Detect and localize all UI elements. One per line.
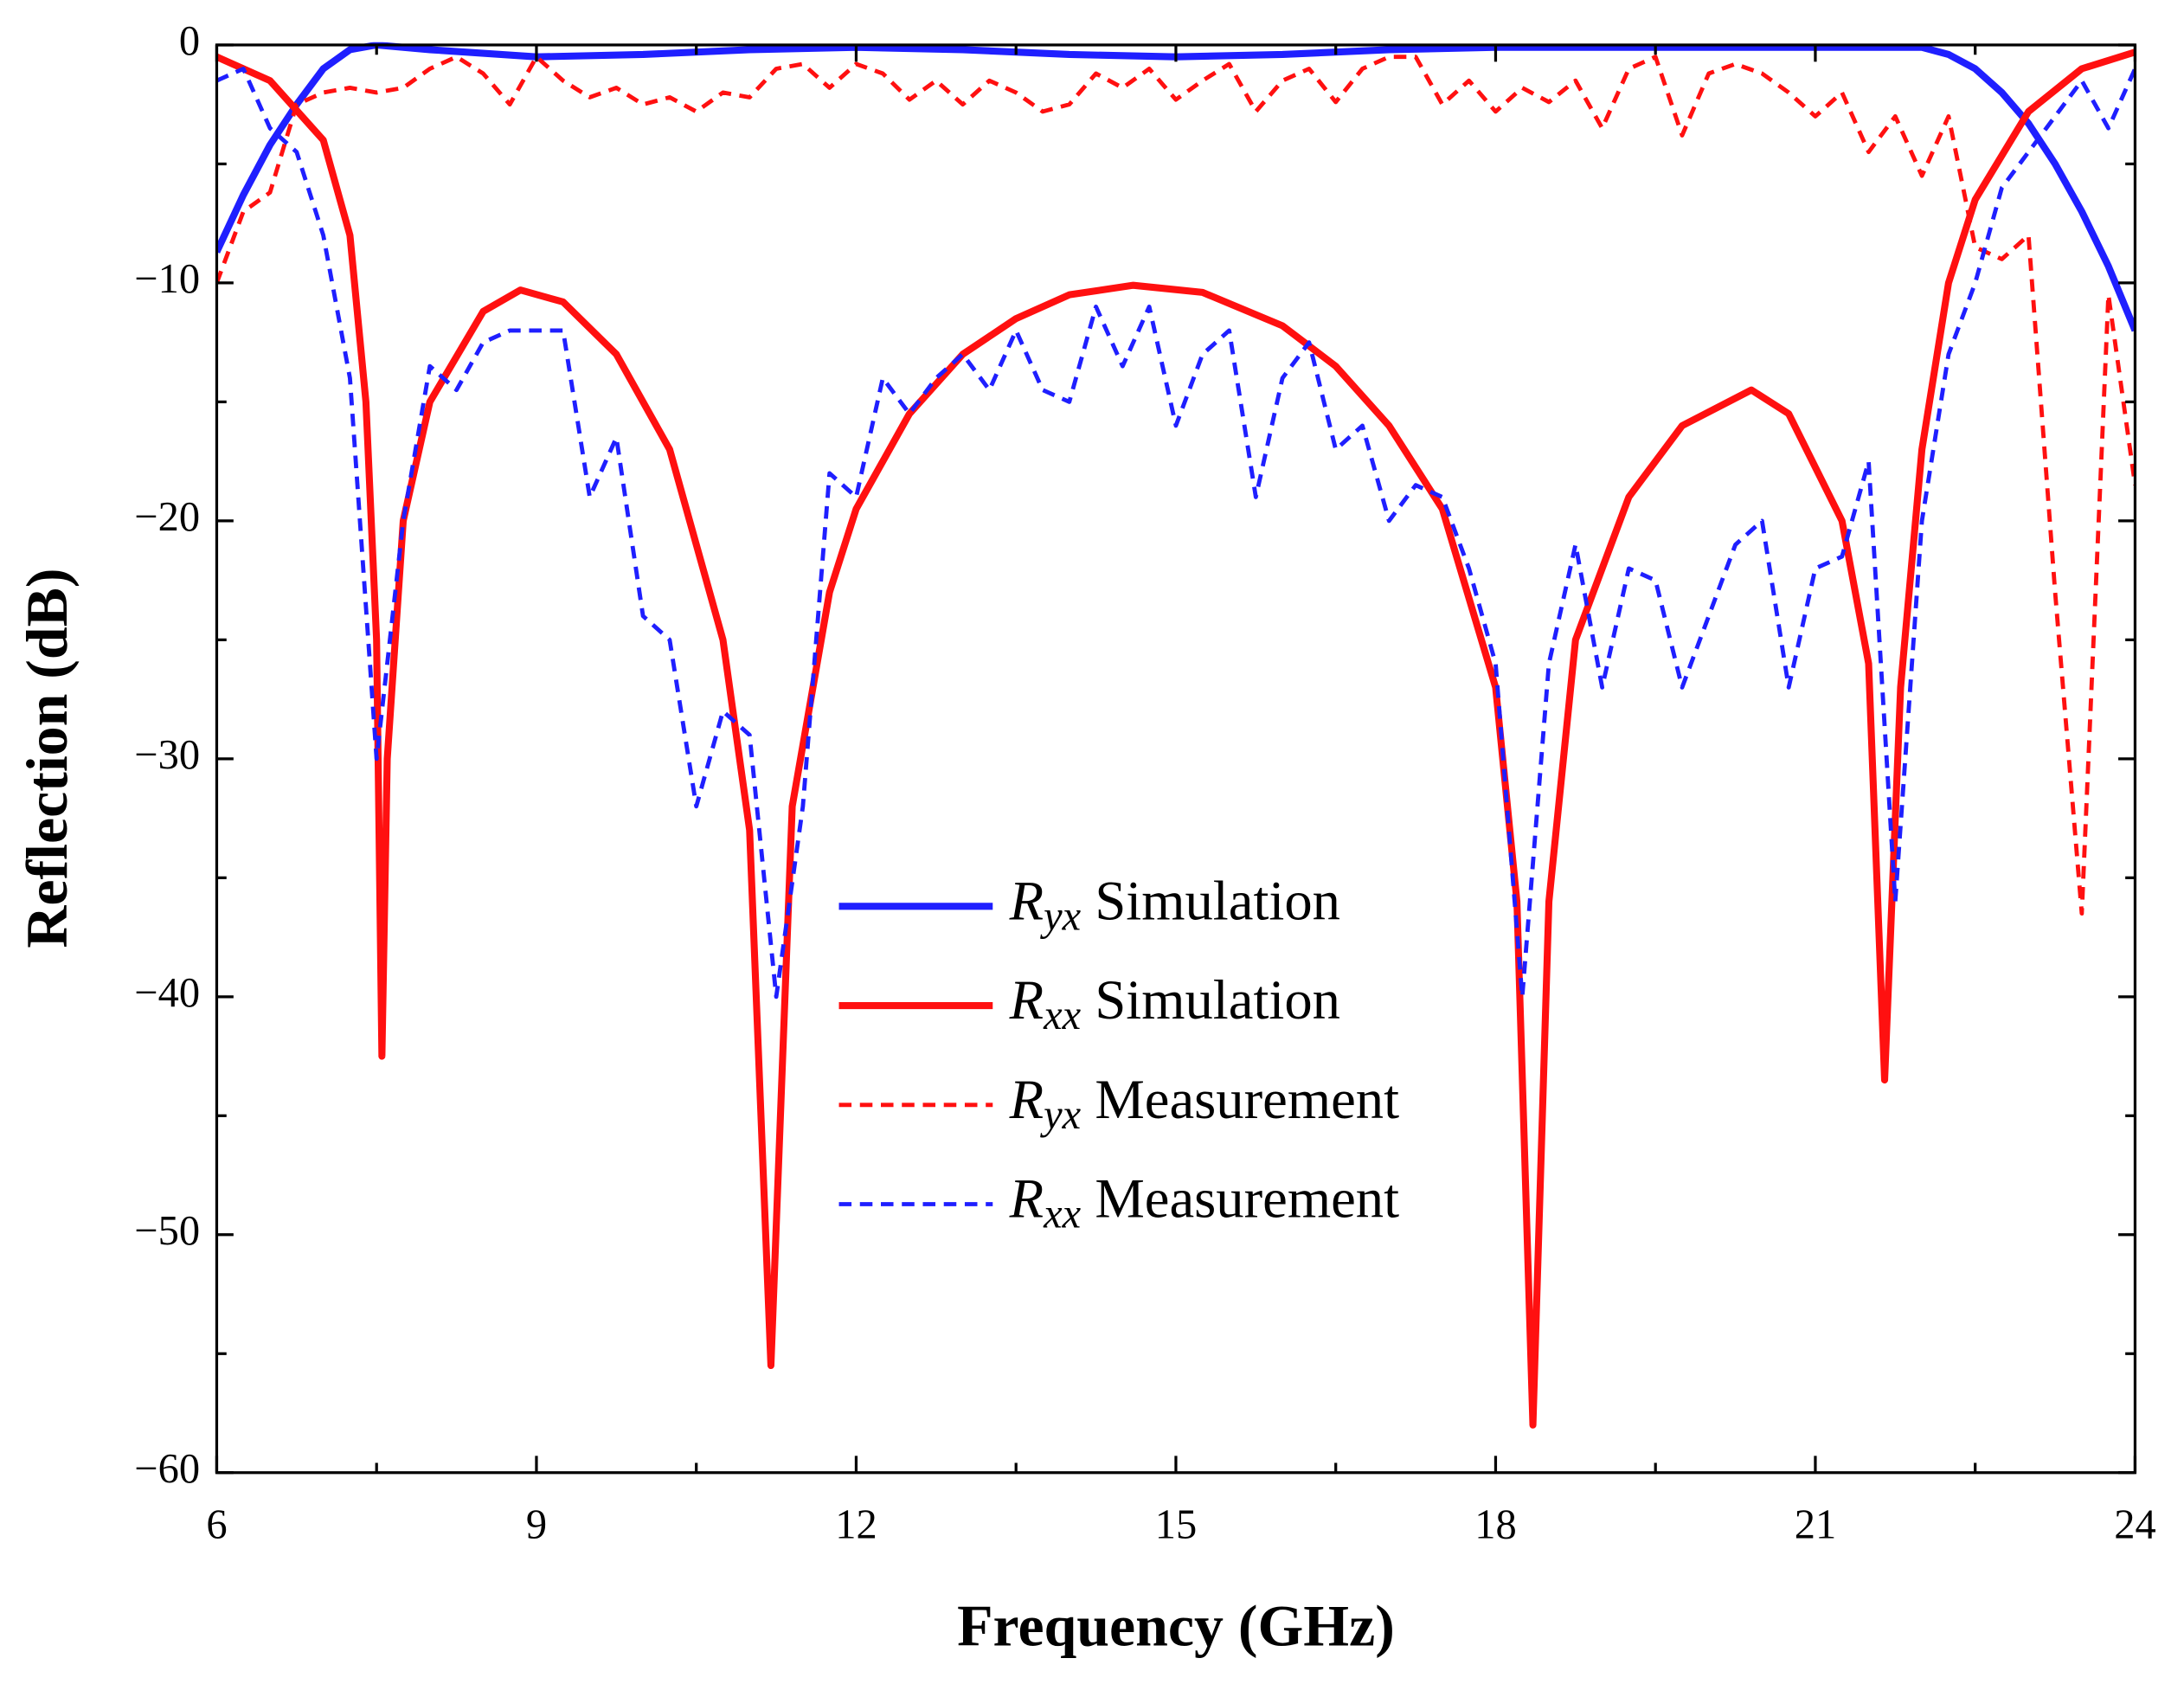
legend-label: Rxx Measurement	[1009, 1167, 1399, 1237]
legend-label: Ryx Simulation	[1009, 869, 1340, 939]
x-tick-label: 24	[2114, 1502, 2155, 1548]
legend-label: Rxx Simulation	[1009, 968, 1340, 1038]
x-tick-label: 21	[1795, 1502, 1836, 1548]
series-line	[216, 42, 2136, 332]
x-tick-label: 18	[1474, 1502, 1516, 1548]
x-tick-label: 12	[835, 1502, 877, 1548]
x-tick-label: 9	[526, 1502, 547, 1548]
series-line	[216, 67, 2136, 999]
x-tick-label: 15	[1155, 1502, 1197, 1548]
y-tick-label: −10	[134, 256, 200, 302]
y-tick-label: −30	[134, 732, 200, 778]
series-line	[216, 48, 2136, 1429]
y-axis-title: Reflection (dB)	[15, 568, 80, 948]
y-tick-label: −60	[134, 1446, 200, 1492]
legend-label: Ryx Measurement	[1009, 1068, 1399, 1138]
series-line	[216, 55, 2136, 916]
x-tick-label: 6	[206, 1502, 227, 1548]
y-tick-label: −20	[134, 494, 200, 540]
y-tick-label: −40	[134, 970, 200, 1016]
plot-frame	[215, 43, 2137, 1475]
y-tick-label: −50	[134, 1208, 200, 1254]
x-axis-title: Frequency (GHz)	[957, 1594, 1395, 1659]
y-tick-label: 0	[179, 18, 200, 64]
